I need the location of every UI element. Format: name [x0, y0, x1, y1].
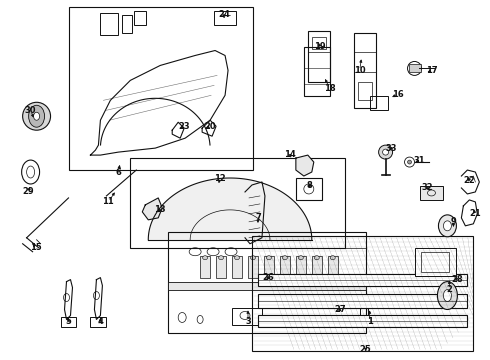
Text: 17: 17: [426, 66, 437, 75]
Ellipse shape: [439, 215, 456, 237]
Text: 7: 7: [255, 213, 261, 222]
Ellipse shape: [250, 256, 255, 260]
Bar: [258, 315, 467, 328]
Text: 5: 5: [66, 317, 72, 326]
Bar: [214, 11, 236, 24]
Ellipse shape: [443, 221, 451, 231]
Bar: [312, 256, 322, 278]
Bar: [122, 15, 132, 32]
Bar: [358, 82, 371, 100]
Text: 12: 12: [214, 174, 226, 183]
Text: 33: 33: [386, 144, 397, 153]
Bar: [360, 298, 368, 325]
Text: 26: 26: [262, 273, 274, 282]
Ellipse shape: [330, 256, 335, 260]
Ellipse shape: [28, 105, 45, 127]
Bar: [200, 256, 210, 278]
Bar: [61, 318, 76, 328]
Bar: [248, 256, 258, 278]
Text: 31: 31: [414, 156, 425, 165]
Text: 29: 29: [23, 188, 34, 197]
Text: 10: 10: [354, 66, 366, 75]
Bar: [91, 318, 106, 328]
Bar: [328, 256, 338, 278]
Text: 25: 25: [360, 345, 371, 354]
Bar: [415, 248, 456, 276]
Text: 28: 28: [452, 275, 463, 284]
Bar: [421, 252, 449, 272]
Bar: [264, 256, 274, 278]
Text: 30: 30: [25, 106, 36, 115]
Ellipse shape: [443, 289, 451, 302]
Text: 2: 2: [446, 285, 452, 294]
Bar: [296, 256, 306, 278]
Bar: [258, 274, 467, 285]
Bar: [308, 31, 330, 82]
Text: 32: 32: [422, 184, 433, 193]
Bar: [354, 32, 376, 108]
Ellipse shape: [235, 256, 240, 260]
Bar: [304, 46, 330, 96]
Bar: [134, 11, 147, 24]
Bar: [232, 307, 262, 325]
Bar: [168, 282, 366, 289]
Ellipse shape: [267, 256, 271, 260]
Ellipse shape: [314, 256, 319, 260]
Bar: [232, 256, 242, 278]
Text: 22: 22: [464, 176, 475, 185]
Text: 27: 27: [334, 305, 345, 314]
Bar: [252, 236, 473, 351]
Bar: [280, 256, 290, 278]
Bar: [100, 13, 119, 35]
Polygon shape: [296, 155, 314, 176]
Text: 13: 13: [154, 206, 166, 215]
Bar: [419, 186, 443, 200]
Text: 23: 23: [178, 122, 190, 131]
Bar: [69, 7, 253, 170]
Bar: [369, 96, 388, 110]
Ellipse shape: [23, 102, 50, 130]
Text: 3: 3: [245, 317, 251, 326]
Bar: [296, 178, 322, 200]
Bar: [409, 64, 420, 72]
Text: 24: 24: [218, 10, 230, 19]
Text: 15: 15: [30, 243, 42, 252]
Text: 1: 1: [367, 317, 372, 326]
Text: 18: 18: [324, 84, 336, 93]
Ellipse shape: [298, 256, 303, 260]
Text: 11: 11: [102, 197, 114, 206]
Text: 4: 4: [98, 317, 103, 326]
Ellipse shape: [203, 256, 208, 260]
Ellipse shape: [438, 282, 457, 310]
Ellipse shape: [379, 145, 392, 159]
Bar: [312, 37, 326, 49]
Ellipse shape: [219, 256, 223, 260]
Bar: [130, 158, 345, 248]
Text: 6: 6: [116, 167, 122, 176]
Polygon shape: [142, 198, 162, 220]
Text: 9: 9: [450, 217, 456, 226]
Text: 20: 20: [204, 122, 216, 131]
Text: 19: 19: [314, 42, 325, 51]
Text: 14: 14: [284, 150, 296, 159]
Bar: [168, 232, 366, 333]
Ellipse shape: [383, 149, 389, 155]
Text: 21: 21: [469, 210, 481, 219]
Bar: [216, 256, 226, 278]
Text: 16: 16: [392, 90, 403, 99]
Bar: [258, 293, 467, 307]
Text: 8: 8: [307, 181, 313, 190]
Ellipse shape: [282, 256, 287, 260]
Ellipse shape: [408, 160, 412, 164]
Ellipse shape: [34, 112, 40, 120]
Polygon shape: [148, 178, 312, 240]
